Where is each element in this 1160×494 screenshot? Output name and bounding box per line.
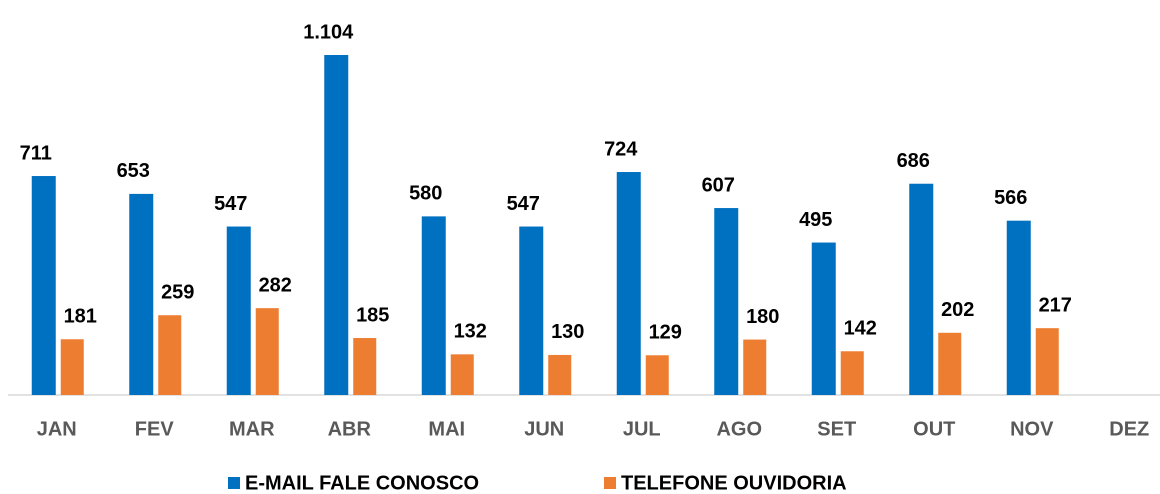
- data-label: 282: [259, 274, 292, 296]
- legend-label: E-MAIL FALE CONOSCO: [245, 472, 479, 494]
- bar: [840, 351, 864, 395]
- x-tick-label: SET: [817, 418, 856, 440]
- x-tick-label: FEV: [135, 418, 175, 440]
- data-label: 580: [409, 183, 442, 205]
- x-tick-label: MAI: [428, 418, 465, 440]
- data-label: 129: [649, 322, 682, 344]
- bar: [1006, 220, 1031, 395]
- bar: [519, 226, 544, 395]
- bar: [548, 354, 572, 395]
- legend-label: TELEFONE OUVIDORIA: [621, 472, 847, 494]
- x-tick-label: JUN: [524, 418, 564, 440]
- bar: [255, 308, 279, 395]
- x-tick-label: OUT: [913, 418, 955, 440]
- data-label: 185: [356, 304, 389, 326]
- data-label: 1.104: [303, 21, 354, 43]
- data-label: 202: [941, 299, 974, 321]
- bar: [31, 176, 56, 395]
- bar: [811, 242, 836, 395]
- data-label: 132: [454, 321, 487, 343]
- data-label: 181: [64, 306, 97, 328]
- legend-swatch: [228, 477, 240, 489]
- x-tick-label: AGO: [716, 418, 762, 440]
- legend-swatch: [604, 477, 616, 489]
- data-label: 180: [746, 306, 779, 328]
- x-tick-label: MAR: [229, 418, 275, 440]
- data-label: 653: [117, 160, 150, 182]
- data-label: 495: [799, 209, 832, 231]
- x-tick-label: ABR: [328, 418, 372, 440]
- bar: [353, 338, 377, 395]
- bar: [1035, 328, 1059, 395]
- x-tick-label: JAN: [37, 418, 77, 440]
- bar: [226, 226, 251, 395]
- data-label: 607: [702, 174, 735, 196]
- bar: [645, 355, 669, 395]
- bar: [909, 183, 934, 395]
- bar: [129, 193, 154, 395]
- data-label: 130: [551, 321, 584, 343]
- data-label: 686: [897, 150, 930, 172]
- bar: [421, 216, 446, 395]
- data-label: 142: [844, 318, 877, 340]
- bar: [714, 208, 739, 395]
- data-label: 711: [20, 142, 52, 164]
- bar: [450, 354, 474, 395]
- bar: [743, 339, 767, 395]
- data-label: 217: [1039, 294, 1072, 316]
- data-label: 724: [604, 138, 638, 160]
- data-label: 259: [161, 282, 194, 304]
- bar: [60, 339, 84, 395]
- bar: [324, 55, 349, 395]
- bar: [938, 332, 962, 395]
- x-tick-label: NOV: [1010, 418, 1054, 440]
- x-tick-label: DEZ: [1109, 418, 1149, 440]
- data-label: 547: [214, 193, 247, 215]
- data-label: 547: [507, 193, 540, 215]
- x-tick-label: JUL: [623, 418, 661, 440]
- bar: [616, 172, 641, 395]
- bar: [158, 315, 182, 395]
- data-label: 566: [994, 187, 1027, 209]
